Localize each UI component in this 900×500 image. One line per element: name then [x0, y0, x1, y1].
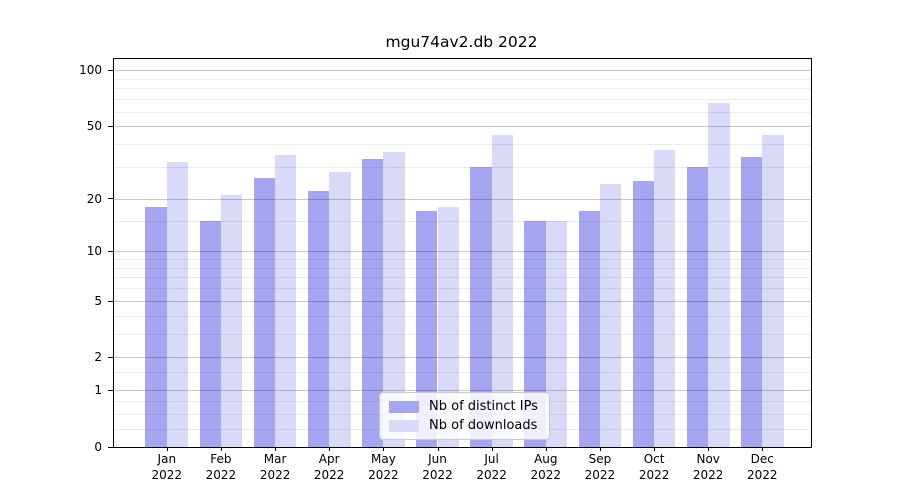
x-tick-label: Apr 2022	[313, 452, 345, 482]
legend-label-distinct-ips: Nb of distinct IPs	[429, 399, 538, 414]
gridline-major	[114, 357, 811, 359]
gridline-minor	[114, 99, 811, 101]
gridline-minor	[114, 277, 811, 279]
x-tick-mark	[383, 447, 384, 451]
x-tick-label: Feb 2022	[205, 452, 237, 482]
plot-area	[113, 58, 812, 448]
legend: Nb of distinct IPs Nb of downloads	[379, 392, 550, 440]
bar-distinct-ips-jul	[470, 166, 492, 447]
gridline-major	[114, 198, 811, 200]
legend-item-distinct-ips: Nb of distinct IPs	[389, 399, 538, 414]
x-tick-mark	[708, 447, 709, 451]
gridline-minor	[114, 288, 811, 290]
x-tick-mark	[600, 447, 601, 451]
bar-distinct-ips-nov	[686, 166, 709, 447]
bar-downloads-nov	[708, 102, 730, 447]
x-tick-label: Dec 2022	[747, 452, 778, 482]
y-tick-mark	[108, 447, 113, 448]
y-tick-mark	[108, 390, 113, 391]
bar-downloads-apr	[329, 172, 351, 447]
gridline-major	[114, 126, 811, 128]
bar-downloads-oct	[654, 150, 676, 447]
y-tick-mark	[108, 301, 113, 302]
x-tick-label: May 2022	[368, 452, 399, 482]
y-tick-label: 100	[79, 63, 102, 78]
x-tick-label: Mar 2022	[259, 452, 291, 482]
gridline-minor	[114, 220, 811, 222]
gridline-minor	[114, 315, 811, 317]
bar-downloads-sep	[599, 184, 622, 447]
y-tick-mark	[108, 357, 113, 358]
bar-downloads-may	[383, 152, 405, 447]
y-tick-label: 0	[94, 440, 102, 454]
y-tick-mark	[108, 126, 113, 127]
gridline-major	[114, 300, 811, 302]
bar-distinct-ips-may	[361, 159, 384, 447]
y-tick-mark	[108, 251, 113, 252]
gridline-minor	[114, 267, 811, 269]
bar-downloads-mar	[275, 154, 297, 447]
x-tick-mark	[221, 447, 222, 451]
bar-downloads-jun	[437, 206, 459, 447]
bar-distinct-ips-dec	[740, 156, 763, 447]
bar-distinct-ips-jan	[145, 206, 167, 447]
x-tick-mark	[167, 447, 168, 451]
y-tick-label: 5	[94, 293, 102, 308]
bar-downloads-jul	[491, 134, 514, 447]
bar-distinct-ips-feb	[199, 220, 221, 447]
chart-title: mgu74av2.db 2022	[385, 33, 538, 51]
y-tick-label: 1	[94, 383, 102, 398]
legend-swatch-downloads	[389, 419, 419, 432]
y-tick-label: 10	[86, 244, 102, 259]
gridline-major	[114, 70, 811, 72]
bar-downloads-feb	[220, 194, 243, 447]
bar-distinct-ips-aug	[524, 220, 546, 447]
bar-distinct-ips-sep	[578, 211, 600, 447]
gridline-minor	[114, 166, 811, 168]
bar-distinct-ips-oct	[632, 181, 655, 447]
x-tick-label: Oct 2022	[638, 452, 670, 482]
x-tick-label: Jun 2022	[422, 452, 453, 482]
legend-item-downloads: Nb of downloads	[389, 418, 538, 433]
bar-downloads-dec	[762, 134, 784, 447]
gridline-minor	[114, 259, 811, 261]
bar-downloads-aug	[545, 220, 568, 447]
gridline-major	[114, 251, 811, 253]
x-tick-label: Jul 2022	[476, 452, 507, 482]
legend-label-downloads: Nb of downloads	[429, 418, 538, 433]
x-tick-mark	[546, 447, 547, 451]
bar-distinct-ips-mar	[253, 178, 276, 447]
gridline-minor	[114, 143, 811, 145]
x-tick-label: Sep 2022	[584, 452, 616, 482]
bar-distinct-ips-apr	[307, 191, 330, 447]
x-tick-mark	[762, 447, 763, 451]
x-tick-label: Jan 2022	[151, 452, 183, 482]
y-tick-label: 50	[86, 119, 102, 134]
x-tick-mark	[275, 447, 276, 451]
x-tick-mark	[438, 447, 439, 451]
x-tick-mark	[492, 447, 493, 451]
legend-swatch-distinct-ips	[389, 400, 419, 413]
gridline-minor	[114, 78, 811, 80]
bar-downloads-jan	[166, 161, 189, 447]
y-tick-label: 20	[86, 191, 102, 206]
gridline-minor	[114, 333, 811, 335]
y-tick-label: 2	[94, 350, 102, 365]
y-tick-mark	[108, 198, 113, 199]
gridline-minor	[114, 111, 811, 113]
x-tick-mark	[329, 447, 330, 451]
y-tick-mark	[108, 70, 113, 71]
x-tick-label: Nov 2022	[692, 452, 724, 482]
gridline-minor	[114, 372, 811, 374]
gridline-major	[114, 390, 811, 392]
x-tick-label: Aug 2022	[530, 452, 562, 482]
bar-distinct-ips-jun	[416, 211, 438, 447]
x-tick-mark	[654, 447, 655, 451]
gridline-minor	[114, 88, 811, 90]
